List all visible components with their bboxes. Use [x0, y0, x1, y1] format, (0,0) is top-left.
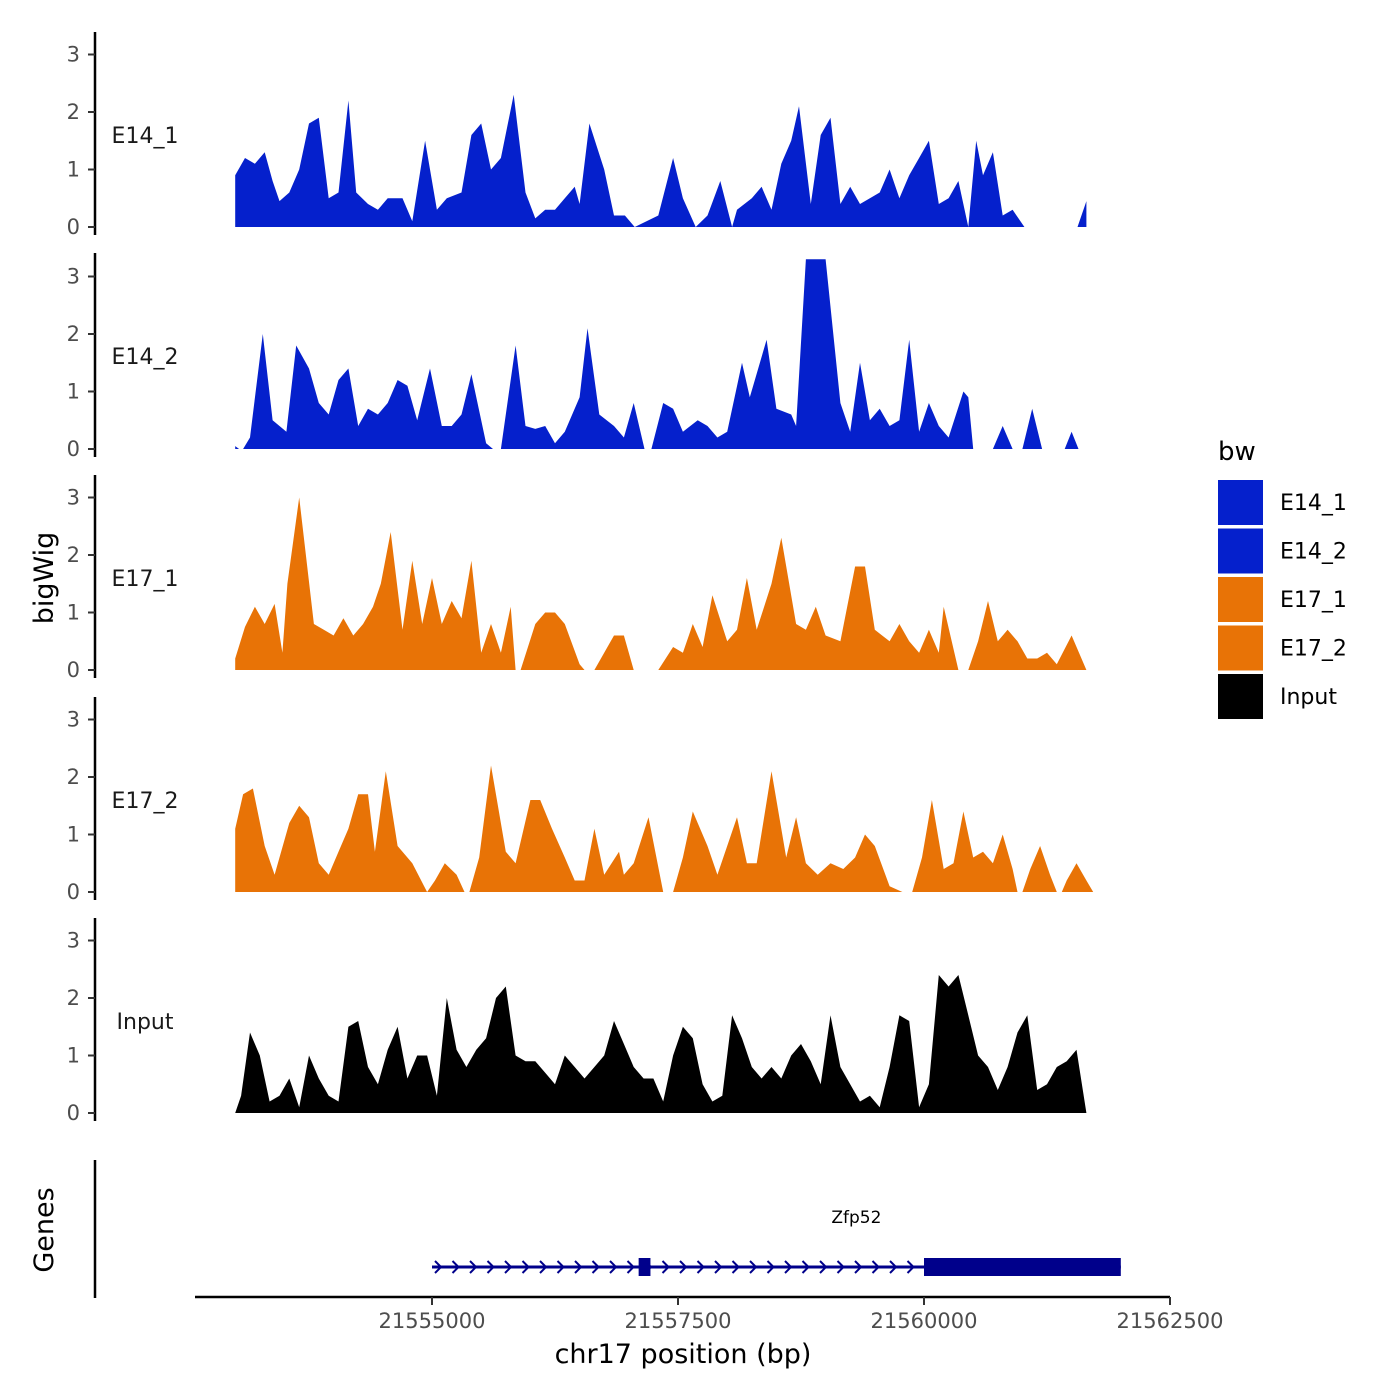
- legend-title: bw: [1218, 437, 1256, 467]
- gene-exon: [638, 1258, 651, 1276]
- strand-arrow: [749, 1260, 758, 1274]
- track-label: E14_2: [112, 345, 179, 370]
- legend-item-Input: Input: [1218, 674, 1337, 719]
- strand-arrow: [486, 1260, 495, 1274]
- y-axis-title: bigWig: [29, 532, 60, 625]
- strand-arrow: [679, 1260, 688, 1274]
- legend-item-E17_1: E17_1: [1218, 577, 1347, 622]
- x-tick-label: 21555000: [379, 1309, 486, 1333]
- gene-panel: Zfp52: [93, 1160, 1121, 1298]
- y-tick-label: 2: [67, 100, 80, 124]
- strand-arrow: [504, 1260, 513, 1274]
- strand-arrow: [469, 1260, 478, 1274]
- x-tick-label: 21562500: [1117, 1309, 1224, 1333]
- strand-arrow: [836, 1260, 845, 1274]
- y-tick-label: 0: [67, 658, 80, 682]
- strand-arrow: [539, 1260, 548, 1274]
- y-tick-label: 1: [67, 601, 80, 625]
- strand-arrow: [434, 1260, 443, 1274]
- y-tick-label: 1: [67, 380, 80, 404]
- y-tick-label: 2: [67, 986, 80, 1010]
- genes-axis-title: Genes: [29, 1187, 60, 1272]
- y-tick-label: 0: [67, 1101, 80, 1125]
- strand-arrow: [591, 1260, 600, 1274]
- y-tick-label: 3: [67, 708, 80, 732]
- gene-name-label: Zfp52: [831, 1208, 881, 1228]
- x-tick-label: 21557500: [625, 1309, 732, 1333]
- legend-label: E17_2: [1280, 637, 1347, 662]
- track-E14_2: 0 1 2 3 E14_2: [67, 253, 1079, 461]
- y-tick-label: 2: [67, 765, 80, 789]
- track-label: E17_1: [112, 567, 179, 592]
- strand-arrow: [766, 1260, 775, 1274]
- y-tick-label: 3: [67, 265, 80, 289]
- coverage-area-E14_2: [235, 259, 1079, 449]
- strand-arrow: [714, 1260, 723, 1274]
- y-tick-label: 3: [67, 43, 80, 67]
- strand-arrow: [784, 1260, 793, 1274]
- coverage-area-Input: [235, 975, 1087, 1113]
- x-axis-title: chr17 position (bp): [555, 1339, 812, 1370]
- legend-label: E14_1: [1280, 491, 1347, 516]
- legend-item-E14_2: E14_2: [1218, 528, 1347, 574]
- y-tick-label: 2: [67, 322, 80, 346]
- y-tick-label: 0: [67, 215, 80, 239]
- coverage-area-E17_1: [235, 497, 1087, 670]
- coverage-area-E17_2: [235, 765, 1094, 892]
- strand-arrow: [451, 1260, 460, 1274]
- coverage-area-E14_1: [235, 94, 1087, 227]
- y-tick-label: 0: [67, 880, 80, 904]
- strand-arrow: [556, 1260, 565, 1274]
- gene-exon: [924, 1258, 1121, 1276]
- y-tick-label: 0: [67, 437, 80, 461]
- x-axis: 21555000 21557500 21560000 21562500: [195, 1295, 1224, 1333]
- legend: bw E14_1 E14_2 E17_1 E17_2 Input: [1218, 437, 1347, 719]
- strand-arrow: [854, 1260, 863, 1274]
- gene-Zfp52: Zfp52: [432, 1208, 1121, 1276]
- legend-label: E17_1: [1280, 588, 1347, 613]
- y-tick-label: 1: [67, 823, 80, 847]
- strand-arrow: [574, 1260, 583, 1274]
- legend-swatch: [1218, 674, 1263, 719]
- legend-swatch: [1218, 577, 1263, 622]
- strand-arrow: [906, 1260, 915, 1274]
- track-E14_1: 0 1 2 3 E14_1: [67, 32, 1087, 239]
- legend-swatch: [1218, 625, 1263, 671]
- track-Input: 0 1 2 3 Input: [67, 918, 1087, 1125]
- legend-swatch: [1218, 480, 1263, 525]
- legend-item-E14_1: E14_1: [1218, 480, 1347, 525]
- strand-arrow: [871, 1260, 880, 1274]
- track-label: Input: [117, 1010, 174, 1035]
- track-label: E14_1: [112, 124, 179, 149]
- legend-label: E14_2: [1280, 540, 1347, 565]
- legend-swatch: [1218, 528, 1263, 574]
- track-E17_2: 0 1 2 3 E17_2: [67, 697, 1094, 904]
- strand-arrow: [609, 1260, 618, 1274]
- track-label: E17_2: [112, 789, 179, 814]
- strand-arrow: [626, 1260, 635, 1274]
- strand-arrow: [731, 1260, 740, 1274]
- strand-arrow: [801, 1260, 810, 1274]
- x-tick-label: 21560000: [871, 1309, 978, 1333]
- y-tick-label: 2: [67, 543, 80, 567]
- legend-item-E17_2: E17_2: [1218, 625, 1347, 671]
- track-E17_1: 0 1 2 3 E17_1: [67, 475, 1087, 682]
- strand-arrow: [696, 1260, 705, 1274]
- strand-arrow: [889, 1260, 898, 1274]
- legend-label: Input: [1280, 685, 1337, 710]
- strand-arrow: [819, 1260, 828, 1274]
- strand-arrow: [521, 1260, 530, 1274]
- y-tick-label: 1: [67, 1044, 80, 1068]
- y-tick-label: 3: [67, 486, 80, 510]
- y-tick-label: 3: [67, 929, 80, 953]
- strand-arrow: [661, 1260, 670, 1274]
- y-tick-label: 1: [67, 158, 80, 182]
- track-panels: 0 1 2 3 E14_1 0 1 2 3 E14_2 0 1 2 3 E17_1 0 1 2 3 E17_2 0 1 2 3…: [67, 32, 1094, 1125]
